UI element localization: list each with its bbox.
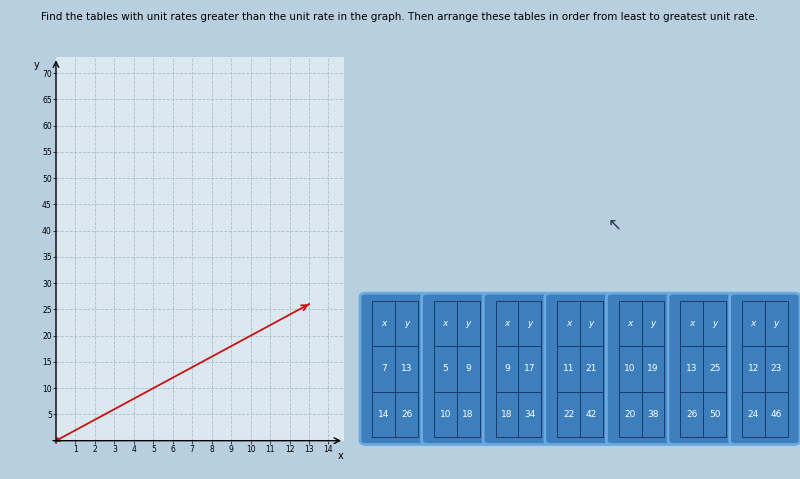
Text: 18: 18 — [462, 410, 474, 419]
Text: 23: 23 — [770, 365, 782, 373]
Text: x: x — [442, 319, 448, 328]
Text: 5: 5 — [442, 365, 448, 373]
Text: 13: 13 — [686, 365, 698, 373]
Text: 13: 13 — [401, 365, 412, 373]
Text: 26: 26 — [686, 410, 698, 419]
Text: 42: 42 — [586, 410, 597, 419]
Text: Find the tables with unit rates greater than the unit rate in the graph. Then ar: Find the tables with unit rates greater … — [42, 12, 758, 22]
Text: 9: 9 — [466, 365, 471, 373]
Text: 22: 22 — [563, 410, 574, 419]
Text: 10: 10 — [440, 410, 451, 419]
Text: 46: 46 — [770, 410, 782, 419]
Text: 21: 21 — [586, 365, 597, 373]
Text: 50: 50 — [709, 410, 720, 419]
Text: 20: 20 — [625, 410, 636, 419]
Text: 9: 9 — [504, 365, 510, 373]
Text: 24: 24 — [748, 410, 759, 419]
Text: y: y — [774, 319, 779, 328]
Text: x: x — [338, 451, 343, 461]
Text: x: x — [566, 319, 571, 328]
Text: 25: 25 — [709, 365, 720, 373]
Text: 17: 17 — [524, 365, 535, 373]
Text: 38: 38 — [647, 410, 658, 419]
Text: 34: 34 — [524, 410, 535, 419]
Text: y: y — [712, 319, 718, 328]
Text: x: x — [750, 319, 756, 328]
Text: 26: 26 — [401, 410, 412, 419]
Text: x: x — [627, 319, 633, 328]
Text: ↖: ↖ — [608, 216, 622, 234]
Text: y: y — [650, 319, 656, 328]
Text: y: y — [466, 319, 471, 328]
Text: 14: 14 — [378, 410, 390, 419]
Text: x: x — [504, 319, 510, 328]
Text: 11: 11 — [563, 365, 574, 373]
Text: 19: 19 — [647, 365, 658, 373]
Text: 12: 12 — [748, 365, 759, 373]
Text: y: y — [404, 319, 410, 328]
Text: 18: 18 — [502, 410, 513, 419]
Text: 7: 7 — [381, 365, 386, 373]
Text: y: y — [527, 319, 533, 328]
Text: 10: 10 — [625, 365, 636, 373]
Text: y: y — [34, 60, 39, 70]
Text: x: x — [689, 319, 694, 328]
Text: x: x — [381, 319, 386, 328]
Text: y: y — [589, 319, 594, 328]
